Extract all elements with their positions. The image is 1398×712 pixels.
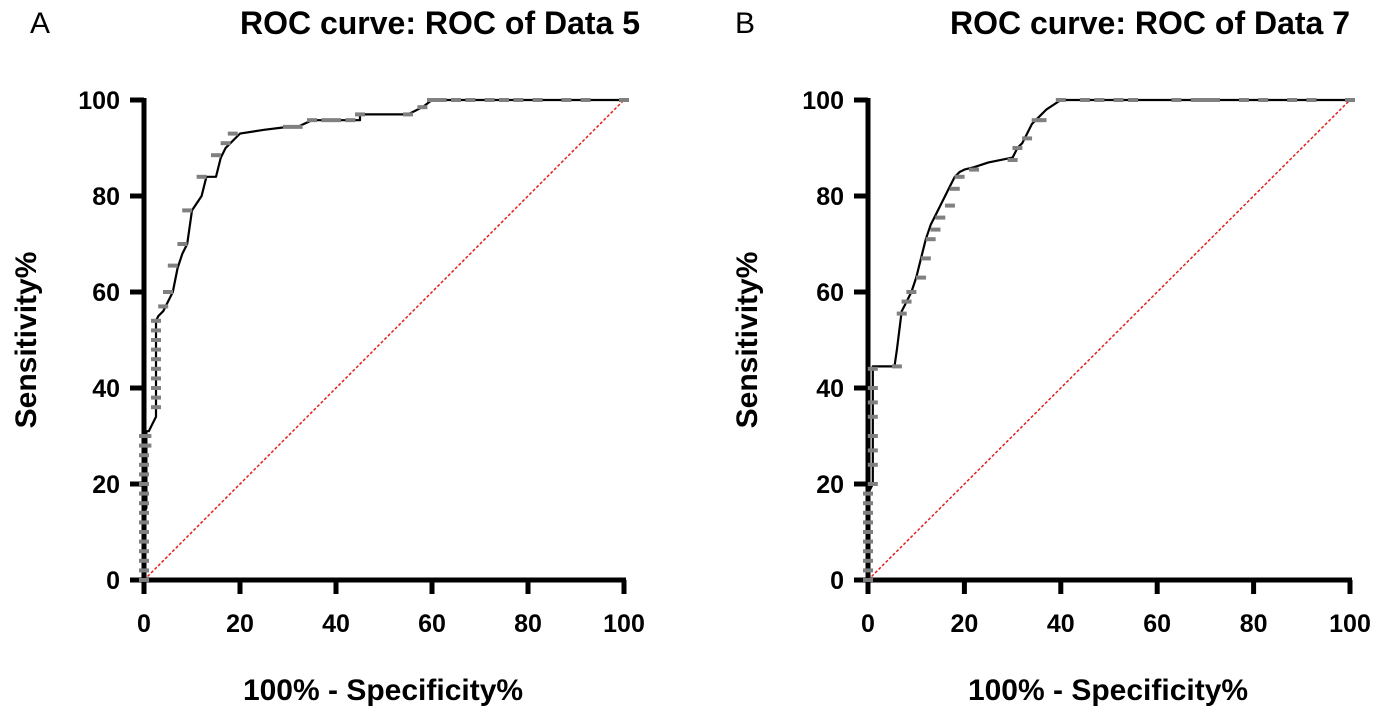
panel-b-title: ROC curve: ROC of Data 7 [950,5,1350,41]
panel-b-y-tick-label: 80 [816,183,844,211]
panel-a-x-tick-label: 100 [603,610,645,638]
panel-a-y-tick-label: 20 [92,471,120,499]
panel-a-x-tick-label: 20 [226,610,254,638]
panel-a-x-tick-label: 40 [322,610,350,638]
panel-b-x-axis-label: 100% - Specificity% [968,674,1248,707]
panel-b-x-tick-label: 0 [861,610,875,638]
panel-a-y-tick-label: 100 [78,87,120,115]
panel-b-y-tick-label: 60 [816,279,844,307]
panel-b-letter: B [735,7,755,40]
panel-b-y-tick-label: 100 [802,87,844,115]
panel-b-x-tick-label: 20 [950,610,978,638]
panel-b-x-tick-label: 100 [1329,610,1371,638]
panel-a-y-tick-label: 60 [92,279,120,307]
panel-a-x-tick-label: 0 [137,610,151,638]
panel-a-x-tick-label: 60 [418,610,446,638]
panel-a-y-tick-label: 80 [92,183,120,211]
panel-b-x-tick-label: 80 [1240,610,1268,638]
panel-a-y-axis-label: Sensitivity% [10,252,43,429]
panel-a-y-tick-label: 40 [92,375,120,403]
panel-a-y-tick-label: 0 [106,567,120,595]
panel-a-x-axis-label: 100% - Specificity% [243,674,523,707]
panel-a-title: ROC curve: ROC of Data 5 [240,5,640,41]
panel-b-x-tick-label: 60 [1143,610,1171,638]
panel-a-x-tick-label: 80 [514,610,542,638]
panel-b-x-tick-label: 40 [1047,610,1075,638]
panel-b-y-tick-label: 40 [816,375,844,403]
panel-a-letter: A [30,7,50,40]
panel-b-y-tick-label: 20 [816,471,844,499]
panel-a-reference-line [143,99,625,581]
panel-a-plot-area: 0 20 40 60 80 100 0 20 40 60 80 100 [78,87,645,638]
panel-b-plot-area: 0 20 40 60 80 100 0 20 40 60 80 100 [802,87,1371,638]
panel-b-y-axis-label: Sensitivity% [731,252,764,429]
panel-b: B ROC curve: ROC of Data 7 0204060801000… [731,5,1371,707]
panel-a: A ROC curve: ROC of Data 5 0204060801000… [10,5,645,707]
panel-b-reference-line [867,99,1351,581]
panel-b-y-tick-label: 0 [830,567,844,595]
